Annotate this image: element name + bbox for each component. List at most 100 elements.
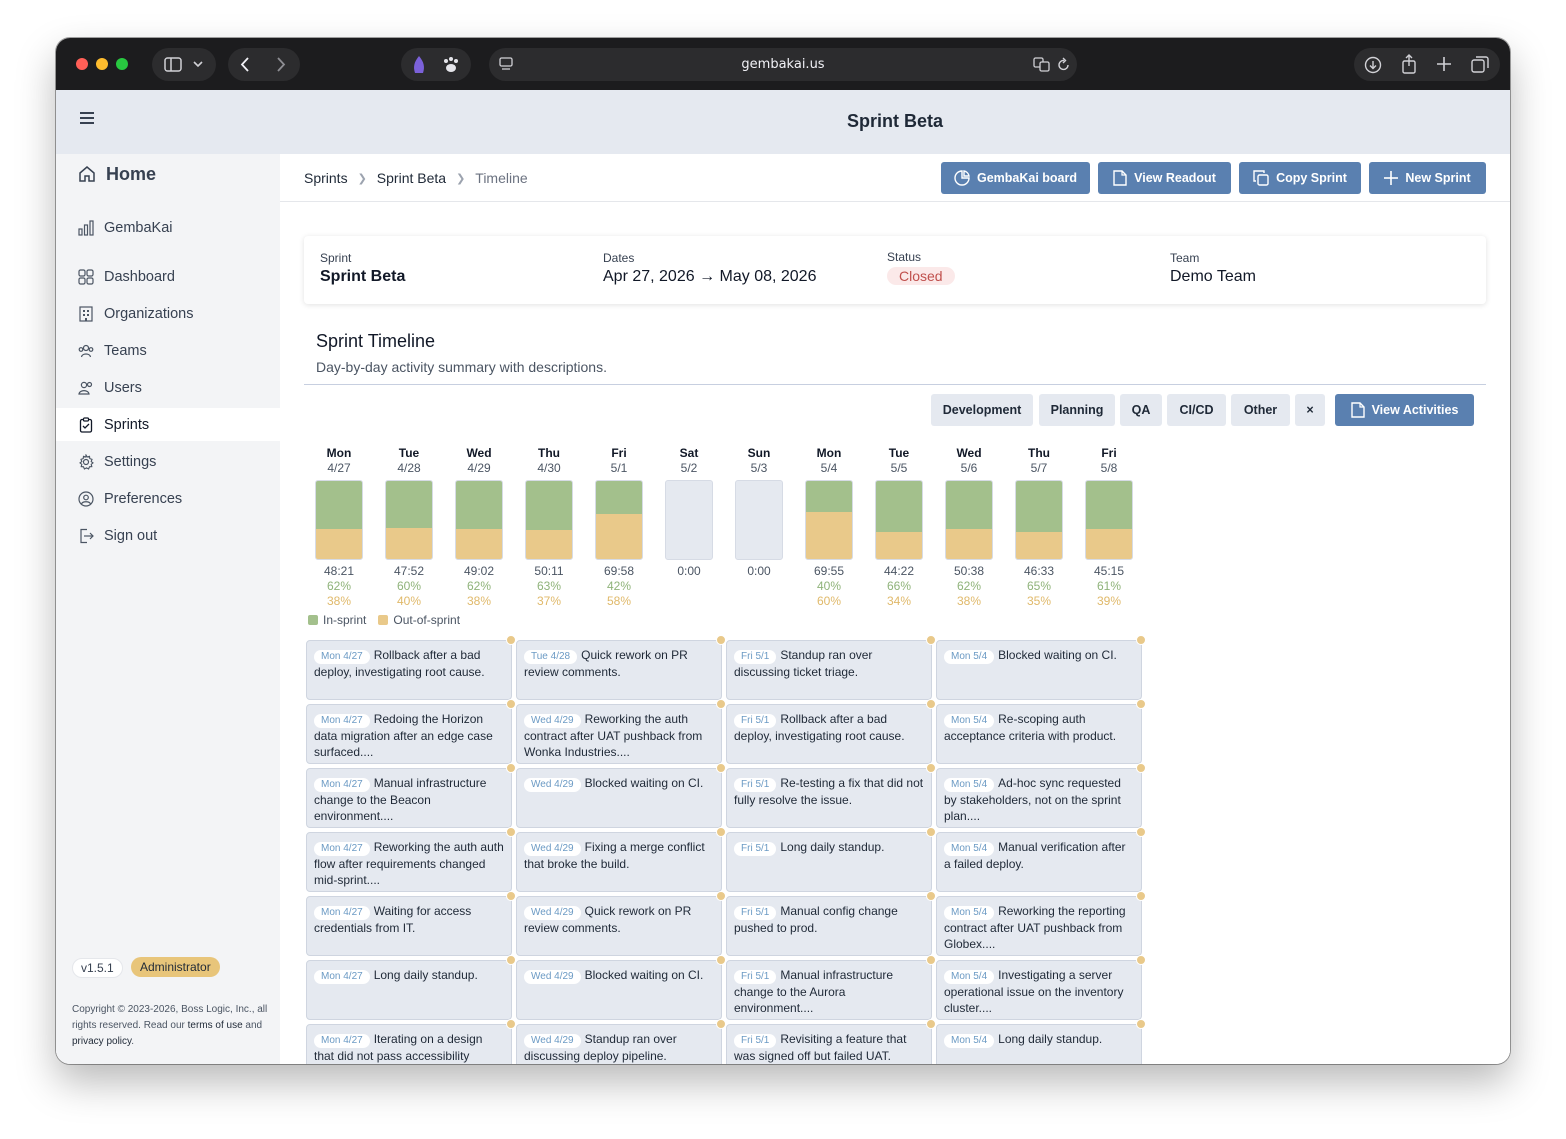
sidebar-item-home[interactable]: Home — [56, 156, 280, 192]
privacy-link[interactable]: privacy policy — [72, 1036, 132, 1047]
activity-card[interactable]: Fri 5/1 Standup ran over discussing ticke… — [726, 640, 932, 700]
day-bar[interactable] — [525, 480, 573, 560]
breadcrumb-sprints[interactable]: Sprints — [304, 170, 348, 186]
activity-card[interactable]: Mon 4/27 Waiting for access credentials f… — [306, 896, 512, 956]
activity-card[interactable]: Wed 4/29 Blocked waiting on CI. — [516, 960, 722, 1020]
activity-category-dot — [926, 1019, 936, 1029]
sidebar-item-preferences[interactable]: Preferences — [56, 482, 280, 515]
activity-card[interactable]: Tue 4/28 Quick rework on PR review commen… — [516, 640, 722, 700]
activity-card[interactable]: Mon 5/4 Re-scoping auth acceptance criter… — [936, 704, 1142, 764]
chevron-down-icon[interactable] — [193, 61, 203, 68]
clear-filters-button[interactable]: × — [1295, 394, 1325, 426]
sidebar-item-settings[interactable]: Settings — [56, 445, 280, 478]
copy-sprint-button[interactable]: Copy Sprint — [1239, 162, 1361, 194]
activity-card[interactable]: Mon 4/27 Manual infrastructure change to … — [306, 768, 512, 828]
minimize-window-button[interactable] — [96, 58, 108, 70]
activity-card[interactable]: Mon 4/27 Iterating on a design that did n… — [306, 1024, 512, 1064]
filter-planning-button[interactable]: Planning — [1039, 394, 1115, 426]
activity-card[interactable]: Wed 4/29 Standup ran over discussing depl… — [516, 1024, 722, 1064]
translate-icon[interactable] — [1033, 57, 1051, 72]
sidebar-item-label: Preferences — [104, 490, 183, 507]
page-settings-icon[interactable] — [499, 57, 513, 71]
activity-card[interactable]: Fri 5/1 Manual infrastructure change to t… — [726, 960, 932, 1020]
menu-icon[interactable] — [80, 112, 94, 124]
day-bar[interactable] — [315, 480, 363, 560]
activity-card[interactable]: Mon 5/4 Manual verification after a faile… — [936, 832, 1142, 892]
day-bar[interactable] — [805, 480, 853, 560]
activity-card[interactable]: Mon 5/4 Blocked waiting on CI. — [936, 640, 1142, 700]
tab-overview-icon[interactable] — [1471, 56, 1489, 73]
sidebar-item-dashboard[interactable]: Dashboard — [56, 260, 280, 293]
extension-icon[interactable] — [411, 55, 427, 74]
activity-card[interactable]: Mon 4/27 Long daily standup. — [306, 960, 512, 1020]
button-label: View Readout — [1134, 171, 1216, 185]
download-icon[interactable] — [1364, 56, 1382, 74]
day-bar[interactable] — [595, 480, 643, 560]
zoom-window-button[interactable] — [116, 58, 128, 70]
forward-arrow-icon[interactable] — [276, 57, 286, 72]
close-window-button[interactable] — [76, 58, 88, 70]
activity-card[interactable]: Mon 5/4 Ad-hoc sync requested by stakehol… — [936, 768, 1142, 828]
day-bar[interactable] — [1085, 480, 1133, 560]
activity-card[interactable]: Mon 4/27 Redoing the Horizon data migrati… — [306, 704, 512, 764]
activity-card[interactable]: Wed 4/29 Reworking the auth contract afte… — [516, 704, 722, 764]
sidebar-item-teams[interactable]: Teams — [56, 334, 280, 367]
activity-card[interactable]: Wed 4/29 Quick rework on PR review commen… — [516, 896, 722, 956]
activity-category-dot — [926, 699, 936, 709]
view-readout-button[interactable]: View Readout — [1098, 162, 1231, 194]
activity-category-dot — [1136, 763, 1146, 773]
bar-segment-in-sprint — [806, 481, 852, 512]
sidebar-item-sign-out[interactable]: Sign out — [56, 519, 280, 552]
in-sprint-percent: 40% — [816, 579, 842, 593]
activity-text: Blocked waiting on CI. — [584, 776, 704, 790]
activity-card[interactable]: Fri 5/1 Re-testing a fix that did not ful… — [726, 768, 932, 828]
sidebar-item-label: Organizations — [104, 305, 194, 322]
activity-card[interactable]: Mon 5/4 Investigating a server operationa… — [936, 960, 1142, 1020]
activity-card[interactable]: Fri 5/1 Manual config change pushed to pr… — [726, 896, 932, 956]
day-bar[interactable] — [665, 480, 713, 560]
activity-card[interactable]: Mon 5/4 Reworking the reporting contract … — [936, 896, 1142, 956]
day-bar[interactable] — [385, 480, 433, 560]
day-date: 4/30 — [537, 461, 561, 475]
out-of-sprint-percent: 58% — [606, 594, 632, 608]
filter-cicd-button[interactable]: CI/CD — [1167, 394, 1226, 426]
activity-card[interactable]: Mon 4/27 Rollback after a bad deploy, inv… — [306, 640, 512, 700]
sidebar-item-sprints[interactable]: Sprints — [56, 408, 280, 441]
paw-icon[interactable] — [442, 56, 460, 73]
activity-date-chip: Mon 4/27 — [314, 650, 370, 664]
day-bar[interactable] — [875, 480, 923, 560]
share-icon[interactable] — [1401, 54, 1417, 74]
terms-link[interactable]: terms of use — [187, 1020, 243, 1031]
activity-text: Long daily standup. — [780, 840, 885, 854]
activity-card[interactable]: Fri 5/1 Long daily standup. — [726, 832, 932, 892]
sidebar-item-gembakai[interactable]: GembaKai — [56, 211, 280, 244]
gembakai-board-button[interactable]: GembaKai board — [941, 162, 1090, 194]
breadcrumb-sprint-beta[interactable]: Sprint Beta — [376, 170, 447, 186]
activity-category-dot — [926, 955, 936, 965]
day-bar[interactable] — [735, 480, 783, 560]
activity-card[interactable]: Fri 5/1 Rollback after a bad deploy, inve… — [726, 704, 932, 764]
sidebar-toggle-icon[interactable] — [164, 57, 182, 72]
activity-card[interactable]: Wed 4/29 Fixing a merge conflict that bro… — [516, 832, 722, 892]
back-arrow-icon[interactable] — [240, 57, 250, 72]
activity-card[interactable]: Mon 4/27 Reworking the auth auth flow aft… — [306, 832, 512, 892]
new-tab-icon[interactable] — [1437, 57, 1451, 71]
activity-card[interactable]: Mon 5/4 Long daily standup. — [936, 1024, 1142, 1064]
activity-card[interactable]: Wed 4/29 Blocked waiting on CI. — [516, 768, 722, 828]
address-bar[interactable]: gembakai.us — [489, 48, 1077, 81]
new-sprint-button[interactable]: New Sprint — [1369, 162, 1486, 194]
sidebar-item-organizations[interactable]: Organizations — [56, 297, 280, 330]
sidebar-item-users[interactable]: Users — [56, 371, 280, 404]
day-bar[interactable] — [1015, 480, 1063, 560]
reload-icon[interactable] — [1057, 57, 1071, 72]
day-bar[interactable] — [455, 480, 503, 560]
view-activities-button[interactable]: View Activities — [1335, 394, 1474, 426]
day-bar[interactable] — [945, 480, 993, 560]
sidebar-item-label: Sign out — [104, 527, 158, 544]
day-stats: 0:00 — [654, 564, 724, 579]
filter-qa-button[interactable]: QA — [1120, 394, 1162, 426]
chart-legend: In-sprint Out-of-sprint — [308, 613, 460, 627]
activity-card[interactable]: Fri 5/1 Revisiting a feature that was sig… — [726, 1024, 932, 1064]
filter-development-button[interactable]: Development — [931, 394, 1033, 426]
filter-other-button[interactable]: Other — [1231, 394, 1290, 426]
